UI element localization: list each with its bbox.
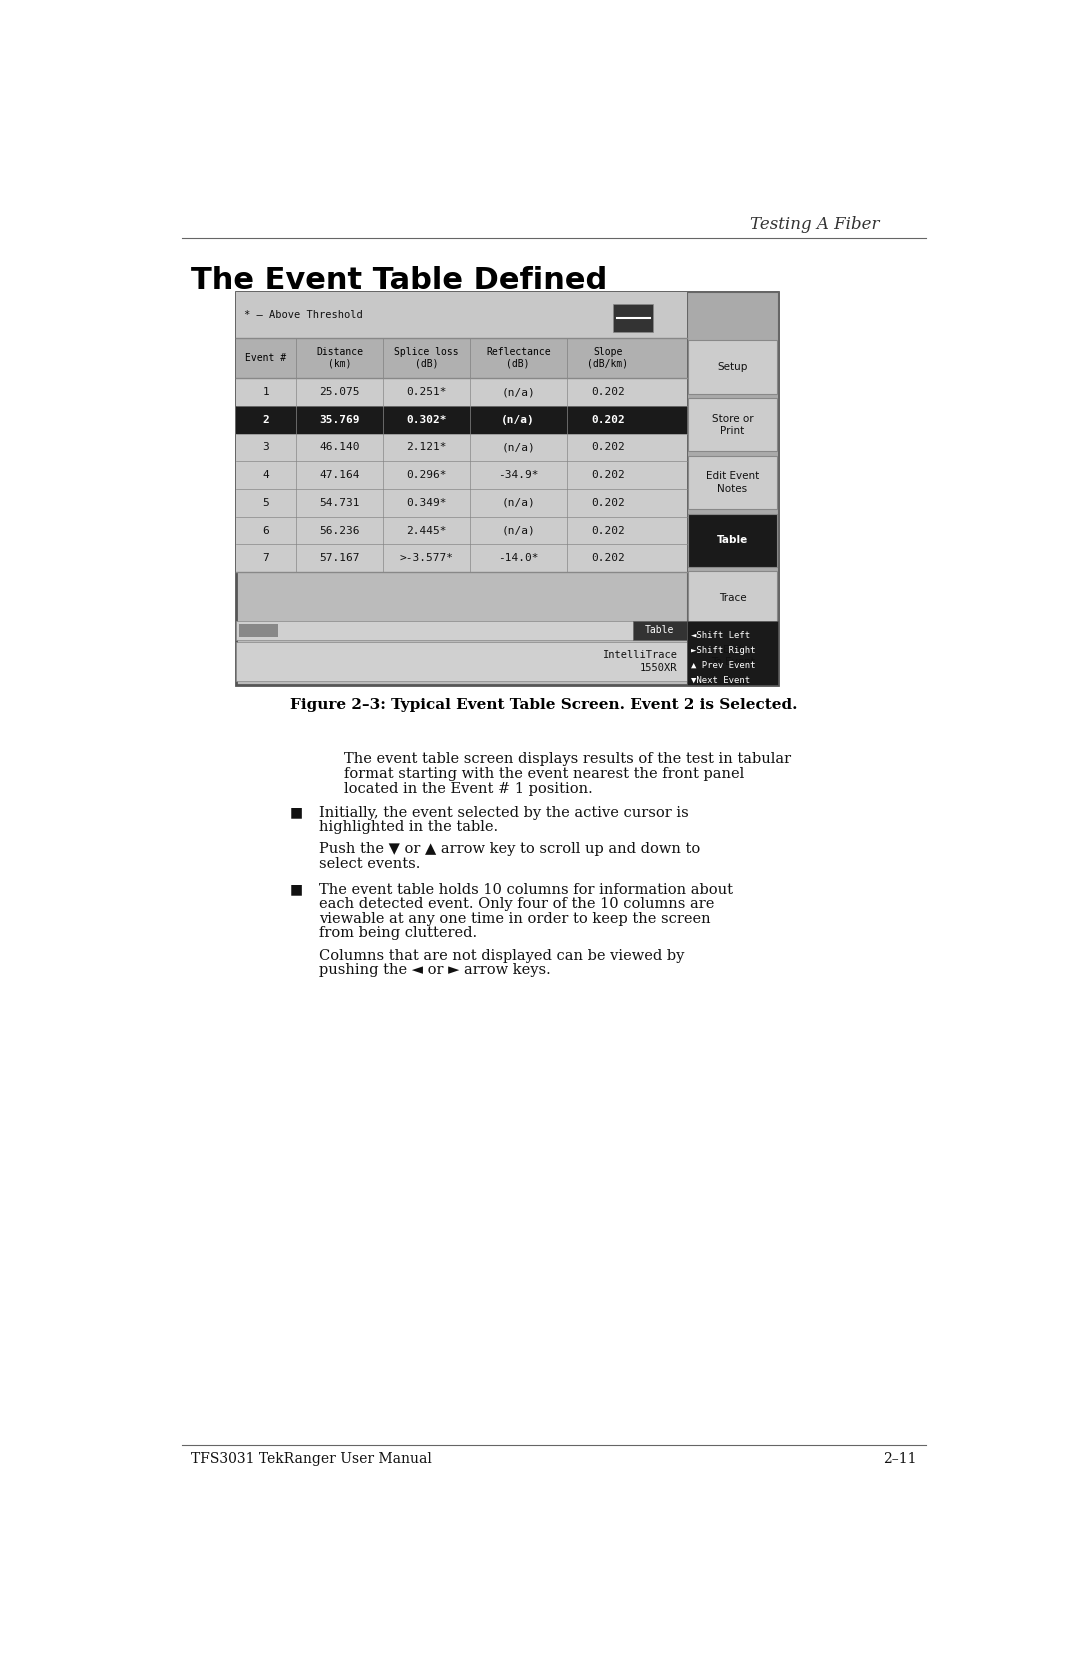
Text: 2.121*: 2.121*	[406, 442, 447, 452]
Text: 0.202: 0.202	[591, 497, 624, 507]
Bar	[688, 340, 777, 394]
Text: (n/a): (n/a)	[501, 387, 535, 397]
Bar	[235, 621, 687, 639]
Text: 0.202: 0.202	[591, 554, 624, 564]
Bar	[687, 621, 779, 684]
Text: 0.296*: 0.296*	[406, 471, 447, 481]
Text: Trace: Trace	[718, 592, 746, 603]
Text: Slope
(dB/km): Slope (dB/km)	[588, 347, 629, 369]
Text: Event #: Event #	[245, 354, 286, 364]
Bar	[235, 379, 687, 406]
Bar	[235, 339, 687, 379]
Text: pushing the ◄ or ► arrow keys.: pushing the ◄ or ► arrow keys.	[319, 963, 551, 978]
Text: ■: ■	[291, 883, 303, 896]
Text: TFS3031 TekRanger User Manual: TFS3031 TekRanger User Manual	[191, 1452, 432, 1467]
Text: (n/a): (n/a)	[501, 526, 535, 536]
Text: 0.202: 0.202	[591, 471, 624, 481]
Text: Distance
(km): Distance (km)	[316, 347, 363, 369]
Text: The event table holds 10 columns for information about: The event table holds 10 columns for inf…	[319, 883, 732, 896]
Bar	[688, 629, 777, 683]
Text: 5: 5	[262, 497, 269, 507]
Text: 0.202: 0.202	[591, 387, 624, 397]
Text: 25.075: 25.075	[320, 387, 360, 397]
Text: Table: Table	[717, 536, 748, 546]
Text: each detected event. Only four of the 10 columns are: each detected event. Only four of the 10…	[319, 898, 714, 911]
Bar	[613, 304, 653, 332]
Bar	[239, 624, 278, 638]
Text: 0.349*: 0.349*	[406, 497, 447, 507]
Text: 56.236: 56.236	[320, 526, 360, 536]
Text: Splice loss
(dB): Splice loss (dB)	[394, 347, 459, 369]
Bar	[633, 621, 687, 639]
Bar	[235, 292, 687, 339]
Text: viewable at any one time in order to keep the screen: viewable at any one time in order to kee…	[319, 911, 711, 926]
Text: IntelliTrace
1550XR: IntelliTrace 1550XR	[603, 651, 677, 673]
Text: >-3.577*: >-3.577*	[400, 554, 454, 564]
Text: 6: 6	[262, 526, 269, 536]
Text: 2.445*: 2.445*	[406, 526, 447, 536]
Bar	[235, 461, 687, 489]
Text: Table: Table	[645, 626, 674, 636]
Text: format starting with the event nearest the front panel: format starting with the event nearest t…	[345, 768, 744, 781]
Text: * – Above Threshold: * – Above Threshold	[243, 310, 362, 320]
Text: The event table screen displays results of the test in tabular: The event table screen displays results …	[345, 753, 792, 766]
Text: ►: ►	[671, 626, 679, 636]
Text: The Event Table Defined: The Event Table Defined	[191, 265, 607, 295]
Text: 54.731: 54.731	[320, 497, 360, 507]
Text: 0.251*: 0.251*	[406, 387, 447, 397]
Text: Edit Event
Notes: Edit Event Notes	[706, 471, 759, 494]
Bar	[235, 517, 687, 544]
Text: Store or
Print: Store or Print	[712, 414, 754, 436]
Text: select events.: select events.	[319, 858, 420, 871]
Text: 3: 3	[262, 442, 269, 452]
Text: Exit
To Event: Exit To Event	[711, 644, 755, 668]
Text: 46.140: 46.140	[320, 442, 360, 452]
Text: located in the Event # 1 position.: located in the Event # 1 position.	[345, 781, 593, 796]
Text: 4: 4	[262, 471, 269, 481]
Text: ▲ Prev Event: ▲ Prev Event	[691, 661, 756, 669]
Bar	[235, 406, 687, 434]
Bar	[235, 292, 779, 684]
Text: 0.202: 0.202	[591, 526, 624, 536]
Text: 2–11: 2–11	[882, 1452, 916, 1467]
Text: -14.0*: -14.0*	[498, 554, 539, 564]
Text: 0.202: 0.202	[591, 442, 624, 452]
Bar	[687, 292, 779, 684]
Bar	[235, 434, 687, 461]
Bar	[688, 456, 777, 509]
Text: (n/a): (n/a)	[501, 414, 535, 424]
Text: Testing A Fiber: Testing A Fiber	[750, 215, 879, 232]
Text: 47.164: 47.164	[320, 471, 360, 481]
Text: Figure 2–3: Typical Event Table Screen. Event 2 is Selected.: Figure 2–3: Typical Event Table Screen. …	[291, 698, 797, 713]
Text: Push the ▼ or ▲ arrow key to scroll up and down to: Push the ▼ or ▲ arrow key to scroll up a…	[319, 843, 700, 856]
Text: Columns that are not displayed can be viewed by: Columns that are not displayed can be vi…	[319, 948, 684, 963]
Text: highlighted in the table.: highlighted in the table.	[319, 819, 498, 834]
Text: Setup: Setup	[717, 362, 747, 372]
Text: 35.769: 35.769	[320, 414, 360, 424]
Text: Reflectance
(dB): Reflectance (dB)	[486, 347, 551, 369]
Text: from being cluttered.: from being cluttered.	[319, 926, 476, 940]
Text: 0.202: 0.202	[591, 414, 624, 424]
Text: 2: 2	[262, 414, 269, 424]
Text: ▼Next Event: ▼Next Event	[691, 676, 751, 684]
Text: ►Shift Right: ►Shift Right	[691, 646, 756, 654]
Text: 0.302*: 0.302*	[406, 414, 447, 424]
Text: -34.9*: -34.9*	[498, 471, 539, 481]
Text: Initially, the event selected by the active cursor is: Initially, the event selected by the act…	[319, 806, 688, 819]
Bar	[235, 489, 687, 517]
Bar	[235, 643, 687, 681]
Text: 57.167: 57.167	[320, 554, 360, 564]
Bar	[688, 514, 777, 567]
Text: (n/a): (n/a)	[501, 497, 535, 507]
Bar	[688, 571, 777, 624]
Text: 7: 7	[262, 554, 269, 564]
Text: ◄Shift Left: ◄Shift Left	[691, 631, 751, 641]
Text: ■: ■	[291, 806, 303, 819]
Bar	[235, 544, 687, 572]
Text: 1: 1	[262, 387, 269, 397]
Bar	[688, 399, 777, 451]
Text: (n/a): (n/a)	[501, 442, 535, 452]
